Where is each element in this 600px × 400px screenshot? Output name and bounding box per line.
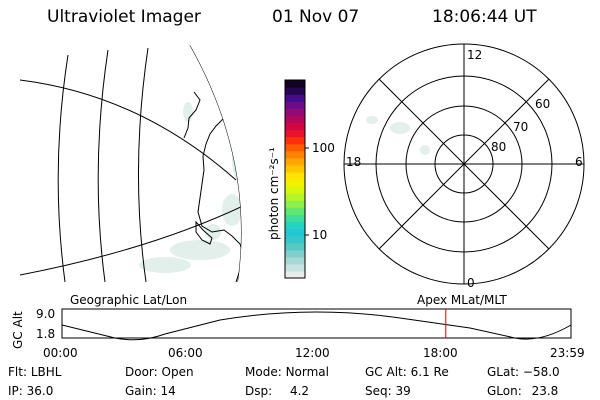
mlt-label-0: 0	[467, 276, 475, 290]
colorbar-cell	[285, 249, 305, 258]
map-graticule	[20, 45, 242, 282]
colorbar-cell	[285, 256, 305, 265]
dsp-value: 4.2	[289, 384, 310, 398]
mlt-label-6: 6	[575, 155, 583, 169]
colorbar-cell	[285, 150, 305, 159]
colorbar-cell	[285, 94, 305, 102]
colorbar-cell	[285, 214, 305, 223]
colorbar-cell	[285, 164, 305, 173]
time-tick-1200: 12:00	[295, 346, 330, 360]
colorbar-cell	[285, 143, 305, 152]
colorbar-cell	[285, 80, 305, 88]
colorbar-cell	[285, 101, 305, 109]
colorbar-tick-10: 10	[312, 228, 328, 242]
colorbar-cell	[285, 207, 305, 215]
colorbar-cell	[285, 221, 305, 230]
seq-label: Seq:	[365, 384, 392, 398]
ip-value: 36.0	[26, 384, 54, 398]
ip-readout: IP: 36.0	[8, 385, 53, 397]
filter-label: Flt:	[8, 365, 27, 379]
dsp-label: Dsp:	[245, 384, 273, 398]
altitude-curve	[61, 311, 572, 341]
instrument-title: Ultraviolet Imager	[47, 7, 201, 27]
mode-value: Normal	[285, 365, 329, 379]
gc-alt-label: GC Alt:	[365, 365, 407, 379]
mlt-label-18: 18	[346, 155, 362, 169]
glon-value: 23.8	[531, 384, 559, 398]
gc-alt-value: 6.1 Re	[410, 365, 449, 379]
colorbar-cell	[285, 270, 305, 279]
time-tick-0000: 00:00	[43, 346, 78, 360]
mlat-label-70: 70	[513, 120, 529, 134]
glon-label: GLon:	[487, 384, 522, 398]
colorbar-cell	[285, 87, 305, 95]
mlat-label-60: 60	[535, 97, 551, 111]
time-label: 18:06:44 UT	[432, 7, 537, 27]
colorbar-cell	[285, 228, 305, 237]
colorbar-cell	[285, 122, 305, 131]
mode-readout: Mode: Normal	[245, 366, 329, 378]
filter-readout: Flt: LBHL	[8, 366, 61, 378]
mlat-label-80: 80	[491, 140, 507, 154]
colorbar-cell	[285, 242, 305, 251]
door-label: Door:	[125, 365, 158, 379]
gain-value: 14	[160, 384, 176, 398]
colorbar-cell	[285, 115, 305, 124]
glon-readout: GLon: 23.8	[487, 385, 558, 397]
colorbar-cell	[285, 157, 305, 166]
filter-value: LBHL	[30, 365, 62, 379]
glat-value: −58.0	[522, 365, 560, 379]
time-tick-0600: 06:00	[168, 346, 203, 360]
colorbar-cell	[285, 235, 305, 244]
colorbar-cell	[285, 200, 305, 208]
alt-max-label: 9.0	[36, 307, 56, 321]
seq-value: 39	[395, 384, 411, 398]
door-value: Open	[161, 365, 194, 379]
colorbar-tick-100: 100	[312, 141, 335, 155]
polar-aurora-speckle	[366, 116, 430, 155]
colorbar-cell	[285, 179, 305, 187]
time-tick-2359: 23:59	[550, 346, 585, 360]
colorbar-cell	[285, 263, 305, 272]
glat-readout: GLat: −58.0	[487, 366, 560, 378]
alt-min-label: 1.8	[36, 327, 56, 341]
seq-readout: Seq: 39	[365, 385, 411, 397]
gain-label: Gain:	[125, 384, 157, 398]
door-readout: Door: Open	[125, 366, 194, 378]
dsp-readout: Dsp: 4.2	[245, 385, 309, 397]
ip-label: IP:	[8, 384, 23, 398]
colorbar-cell	[285, 108, 305, 116]
glat-label: GLat:	[487, 365, 520, 379]
geographic-caption: Geographic Lat/Lon	[70, 293, 188, 307]
alt-axis-title: GC Alt	[11, 311, 25, 349]
colorbar-cell	[285, 171, 305, 180]
colorbar-cell	[285, 136, 305, 145]
mode-label: Mode:	[245, 365, 282, 379]
colorbar-cell	[285, 186, 305, 194]
gain-readout: Gain: 14	[125, 385, 176, 397]
mlt-label-12: 12	[467, 48, 483, 62]
time-tick-1800: 18:00	[423, 346, 458, 360]
date-label: 01 Nov 07	[272, 7, 360, 27]
colorbar-cell	[285, 193, 305, 201]
apex-caption: Apex MLat/MLT	[417, 293, 507, 307]
gc-alt-readout: GC Alt: 6.1 Re	[365, 366, 449, 378]
colorbar-cell	[285, 129, 305, 138]
